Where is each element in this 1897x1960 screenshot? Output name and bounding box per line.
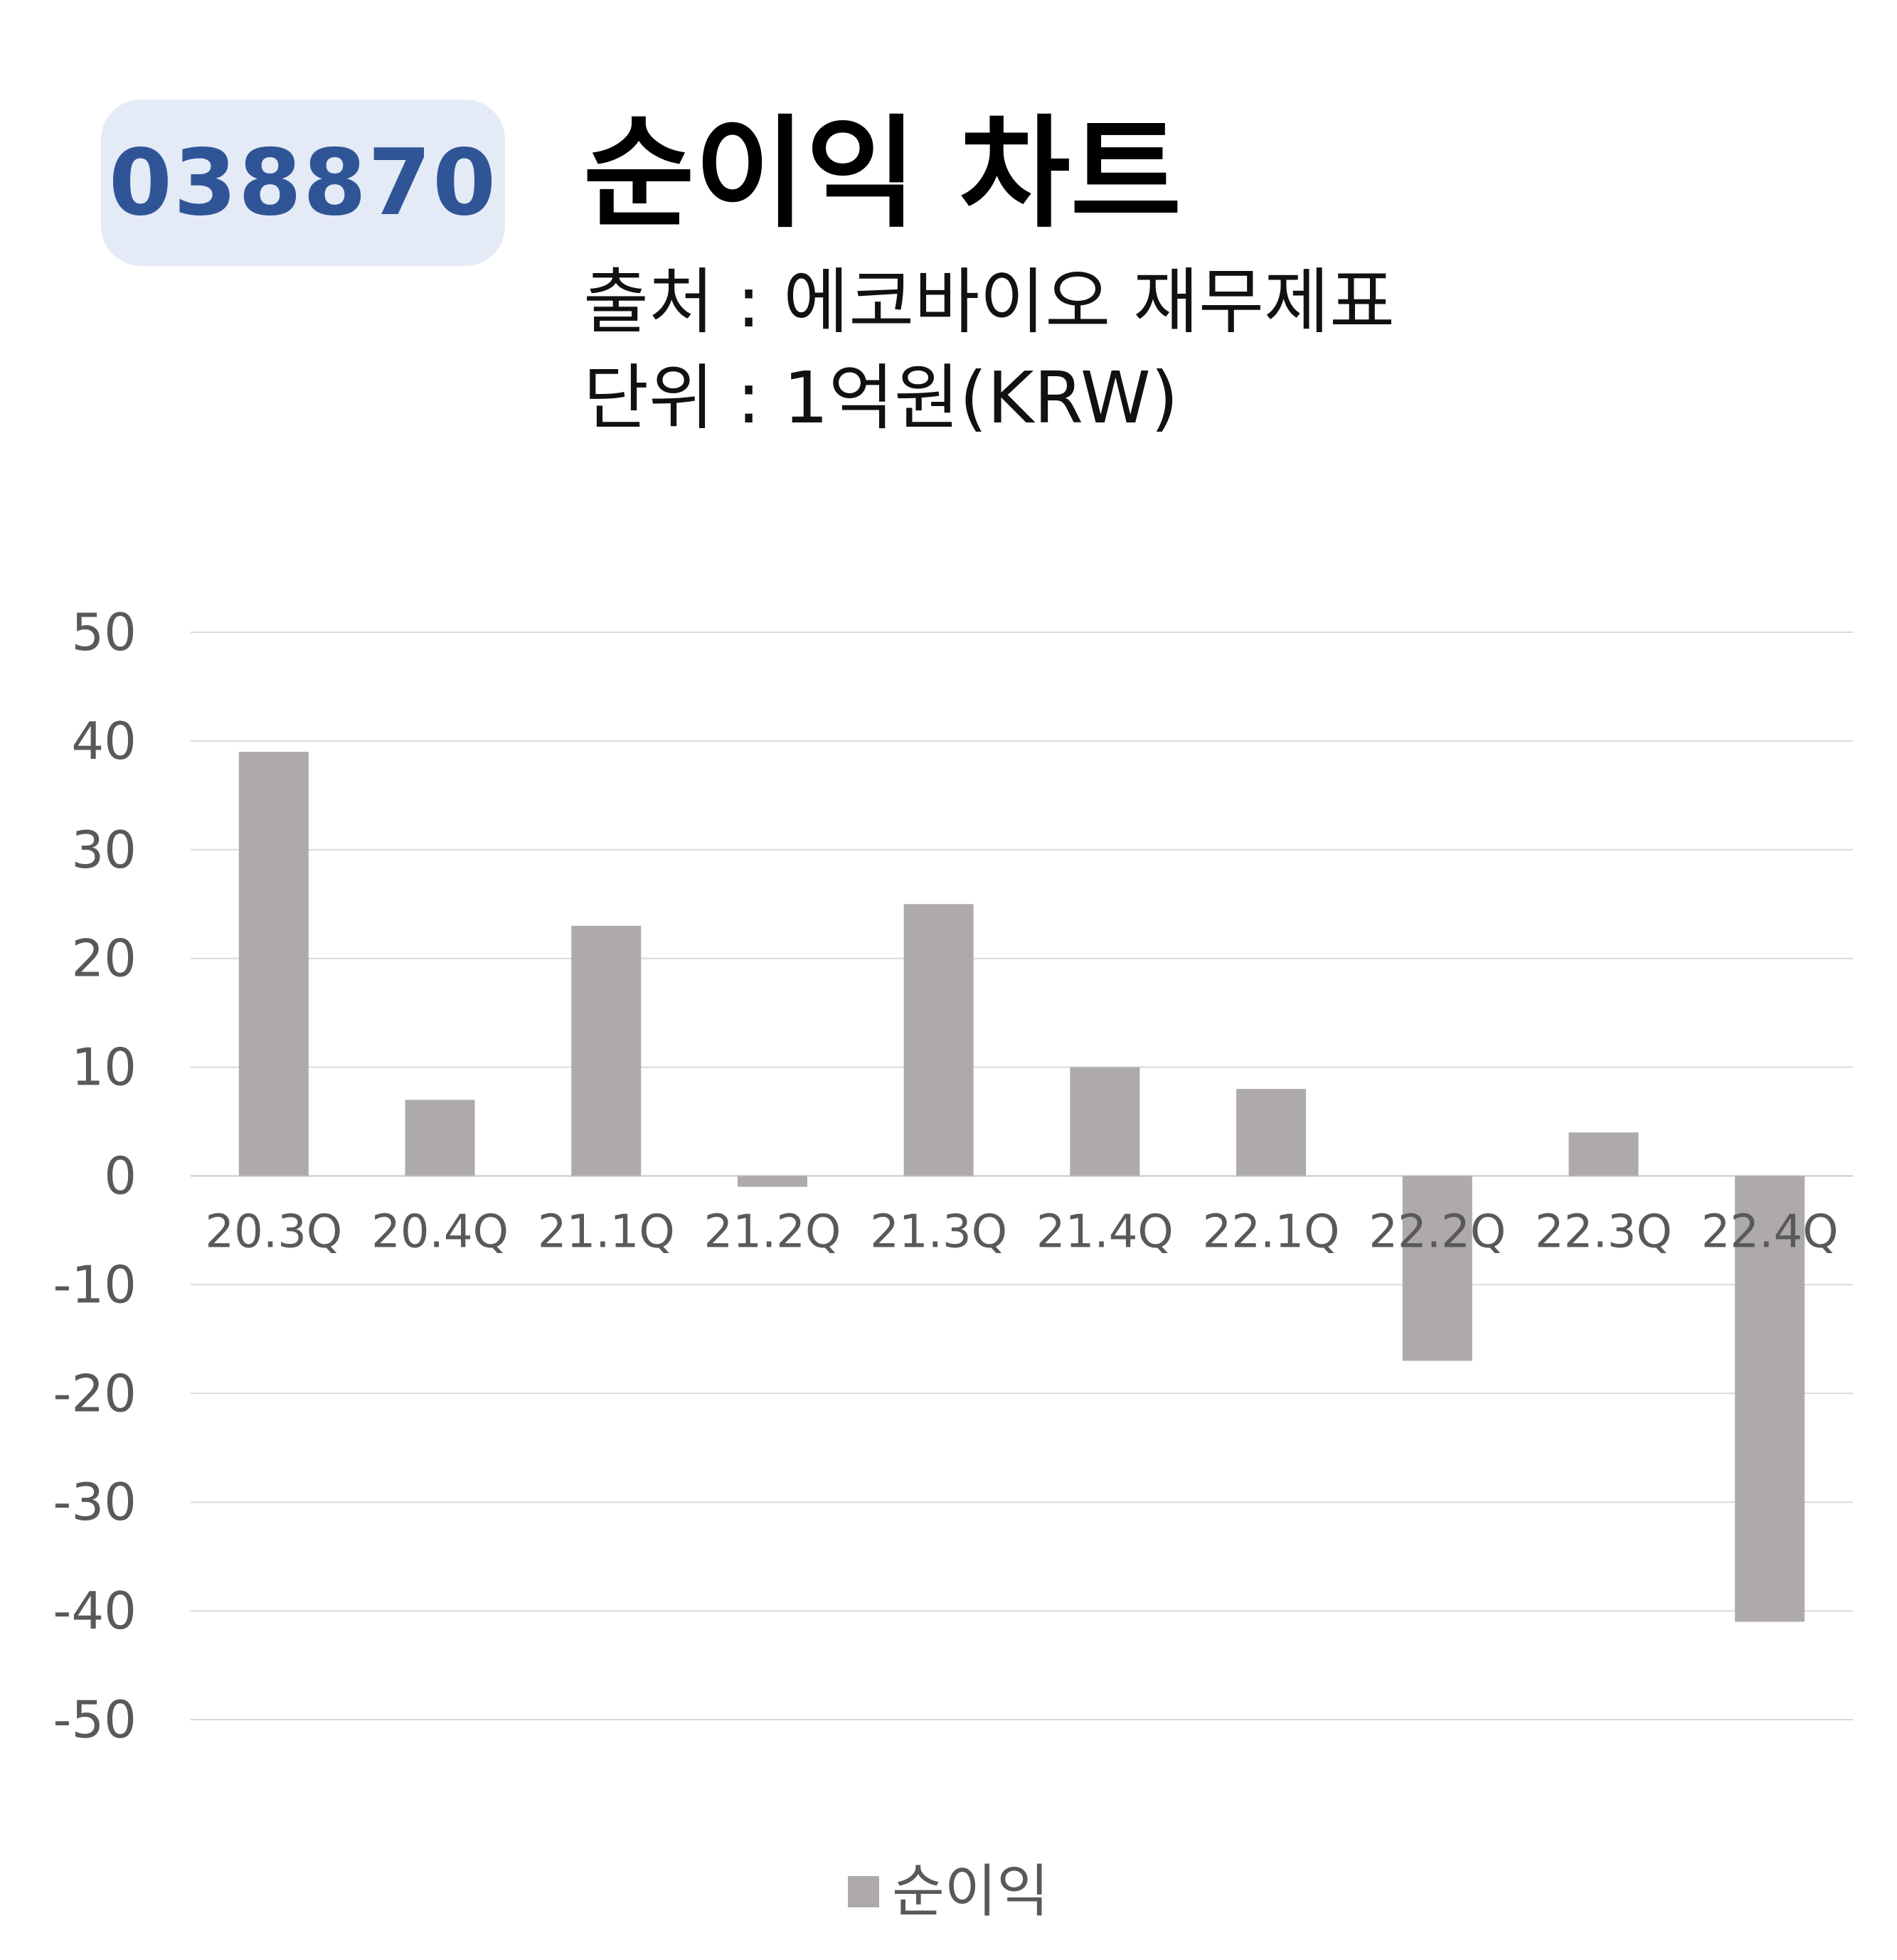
x-category-label: 21.1Q [538, 1206, 675, 1259]
y-tick-label: -40 [53, 1581, 137, 1641]
bar [903, 904, 974, 1176]
y-tick-label: 0 [104, 1146, 137, 1206]
y-axis-ticks: 50 40 30 20 10 0 -10 -20 -30 -40 -50 [53, 602, 137, 1749]
source-line: 출처 : 에코바이오 재무제표 [583, 260, 1396, 343]
y-tick-label: 40 [71, 711, 137, 771]
y-tick-label: 20 [71, 929, 137, 989]
x-category-label: 21.2Q [704, 1206, 841, 1259]
bar [1735, 1176, 1805, 1622]
x-category-label: 22.4Q [1701, 1206, 1839, 1259]
y-tick-label: -20 [53, 1363, 137, 1423]
bars [238, 752, 1805, 1622]
x-category-label: 20.4Q [371, 1206, 509, 1259]
bar [1568, 1132, 1639, 1176]
legend-label: 순이익 [892, 1858, 1049, 1924]
stock-code-badge: 038870 [101, 100, 505, 266]
y-tick-label: 10 [71, 1038, 137, 1097]
x-category-label: 22.3Q [1535, 1206, 1672, 1259]
x-category-label: 22.2Q [1369, 1206, 1506, 1259]
page-title: 순이익 차트 [583, 104, 1182, 245]
y-tick-label: 50 [71, 602, 137, 662]
x-axis-categories: 20.3Q 20.4Q 21.1Q 21.2Q 21.3Q 21.4Q 22.1Q 22.2Q… [205, 1206, 1838, 1259]
bar [571, 925, 642, 1176]
y-tick-label: 30 [71, 820, 137, 880]
legend-swatch [848, 1876, 880, 1907]
bar [238, 752, 309, 1176]
unit-line: 단위 : 1억원(KRW) [583, 356, 1179, 440]
y-tick-label: -50 [53, 1690, 137, 1749]
y-tick-label: -10 [53, 1255, 137, 1314]
x-category-label: 21.3Q [870, 1206, 1007, 1259]
x-category-label: 21.4Q [1036, 1206, 1174, 1259]
bar [1236, 1089, 1307, 1176]
bar [1402, 1176, 1472, 1361]
x-category-label: 22.1Q [1203, 1206, 1340, 1259]
y-tick-label: -30 [53, 1472, 137, 1532]
bar [737, 1176, 807, 1187]
legend: 순이익 [0, 1863, 1897, 1920]
bar [1070, 1067, 1140, 1176]
x-category-label: 20.3Q [205, 1206, 342, 1259]
stock-code: 038870 [108, 129, 498, 236]
bar [405, 1099, 475, 1176]
